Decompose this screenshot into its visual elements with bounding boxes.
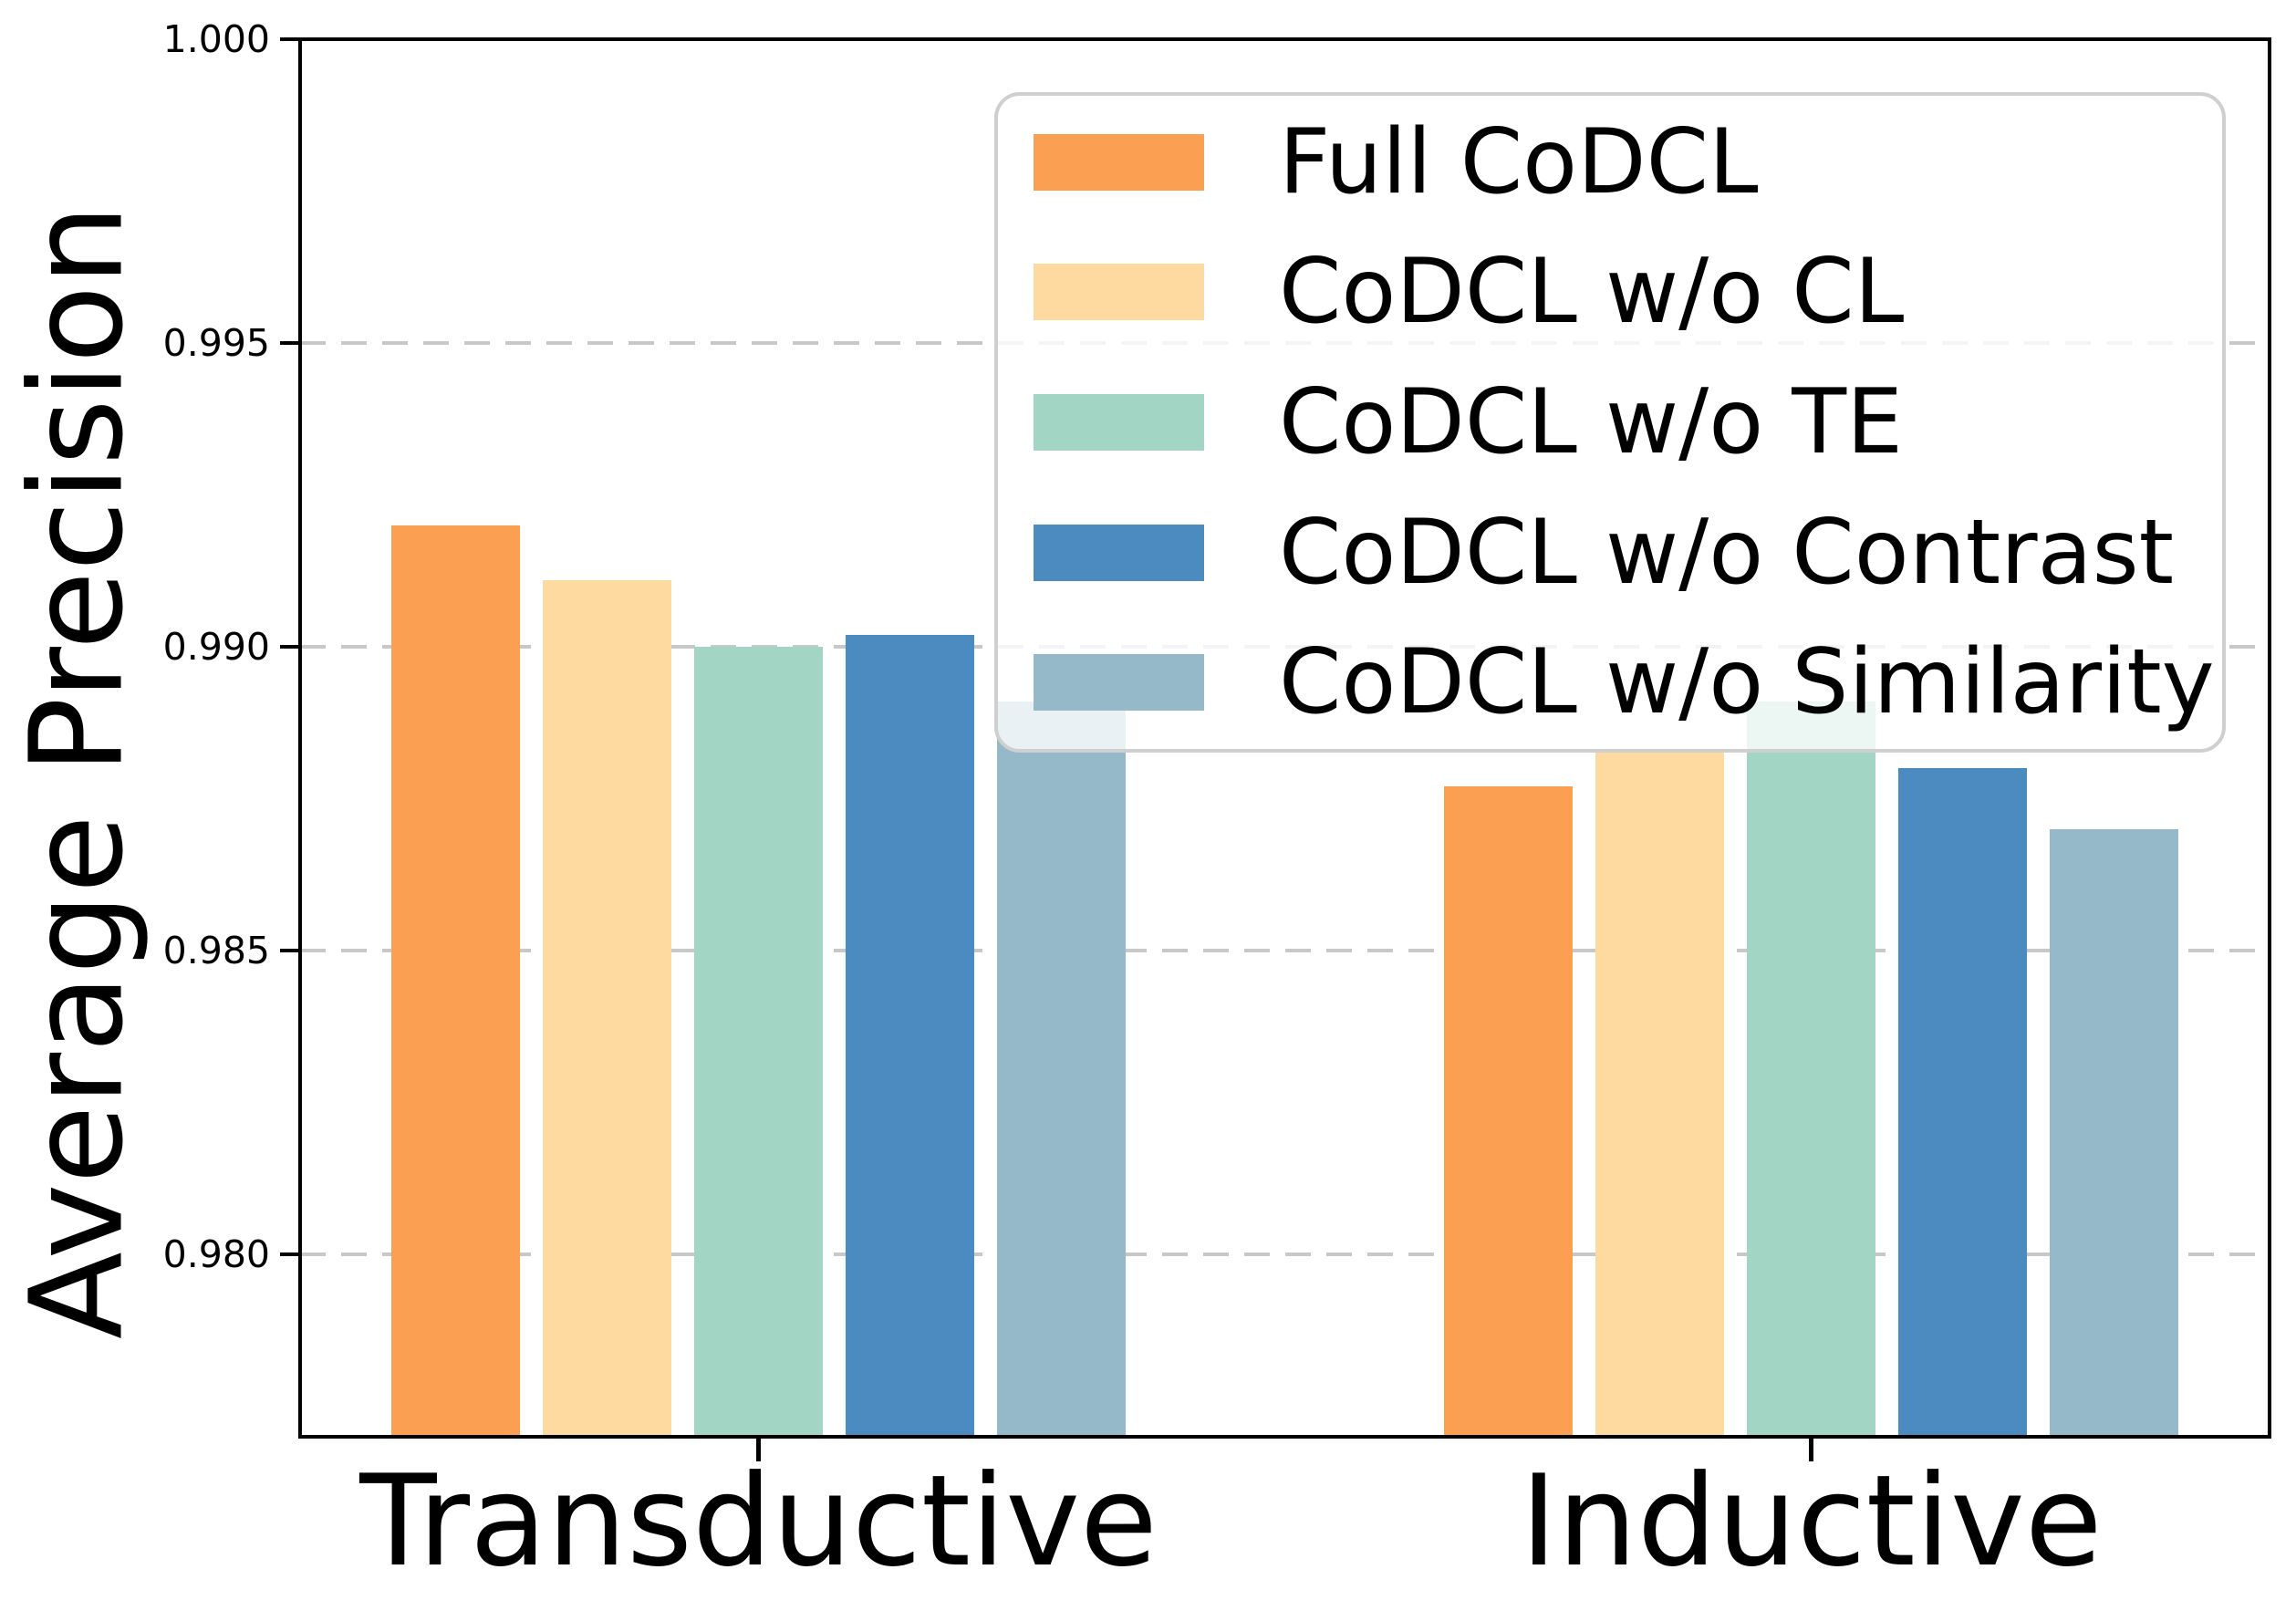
- x-tick-label: Inductive: [1520, 1448, 2103, 1595]
- bar: [1747, 702, 1876, 1437]
- y-tick-mark: [280, 37, 300, 41]
- legend-label: CoDCL w/o Contrast: [1279, 500, 2175, 605]
- bar: [543, 579, 672, 1437]
- bar: [694, 647, 824, 1437]
- legend-swatch: [1034, 654, 1204, 712]
- bar: [846, 634, 975, 1437]
- y-tick-label: 0.995: [162, 321, 270, 366]
- legend-label: CoDCL w/o TE: [1279, 369, 1904, 474]
- legend-item: CoDCL w/o TE: [998, 359, 2222, 486]
- legend-swatch: [1034, 133, 1204, 191]
- gridline: [300, 37, 2270, 41]
- y-tick-mark: [280, 1252, 300, 1257]
- legend-item: Full CoDCL: [998, 99, 2222, 226]
- legend-item: CoDCL w/o CL: [998, 228, 2222, 356]
- legend-item: CoDCL w/o Contrast: [998, 489, 2222, 617]
- x-tick-mark: [1809, 1437, 1814, 1461]
- y-tick-label: 0.985: [162, 929, 270, 973]
- bar: [1444, 786, 1574, 1437]
- x-tick-label: Transductive: [359, 1448, 1158, 1595]
- bar: [391, 525, 521, 1437]
- bar: [1595, 750, 1725, 1437]
- gridline: [300, 1252, 2270, 1257]
- y-tick-mark: [280, 341, 300, 346]
- legend-label: CoDCL w/o CL: [1279, 240, 1905, 345]
- y-axis-label: Average Precision: [3, 203, 152, 1340]
- legend-label: CoDCL w/o Similarity: [1279, 630, 2215, 735]
- y-tick-mark: [280, 949, 300, 953]
- y-tick-mark: [280, 645, 300, 650]
- legend-swatch: [1034, 524, 1204, 581]
- bar: [1898, 768, 2028, 1437]
- y-tick-label: 0.980: [162, 1232, 270, 1277]
- gridline: [300, 949, 2270, 953]
- legend: Full CoDCL CoDCL w/o CL CoDCL w/o TE CoDCL …: [994, 92, 2226, 753]
- legend-item: CoDCL w/o Similarity: [998, 618, 2222, 746]
- y-tick-label: 0.990: [162, 625, 270, 670]
- bar: [997, 702, 1127, 1437]
- x-tick-mark: [756, 1437, 762, 1461]
- legend-label: Full CoDCL: [1279, 109, 1759, 214]
- legend-swatch: [1034, 393, 1204, 451]
- bar: [2050, 828, 2179, 1437]
- y-tick-label: 1.000: [162, 17, 270, 61]
- legend-swatch: [1034, 264, 1204, 321]
